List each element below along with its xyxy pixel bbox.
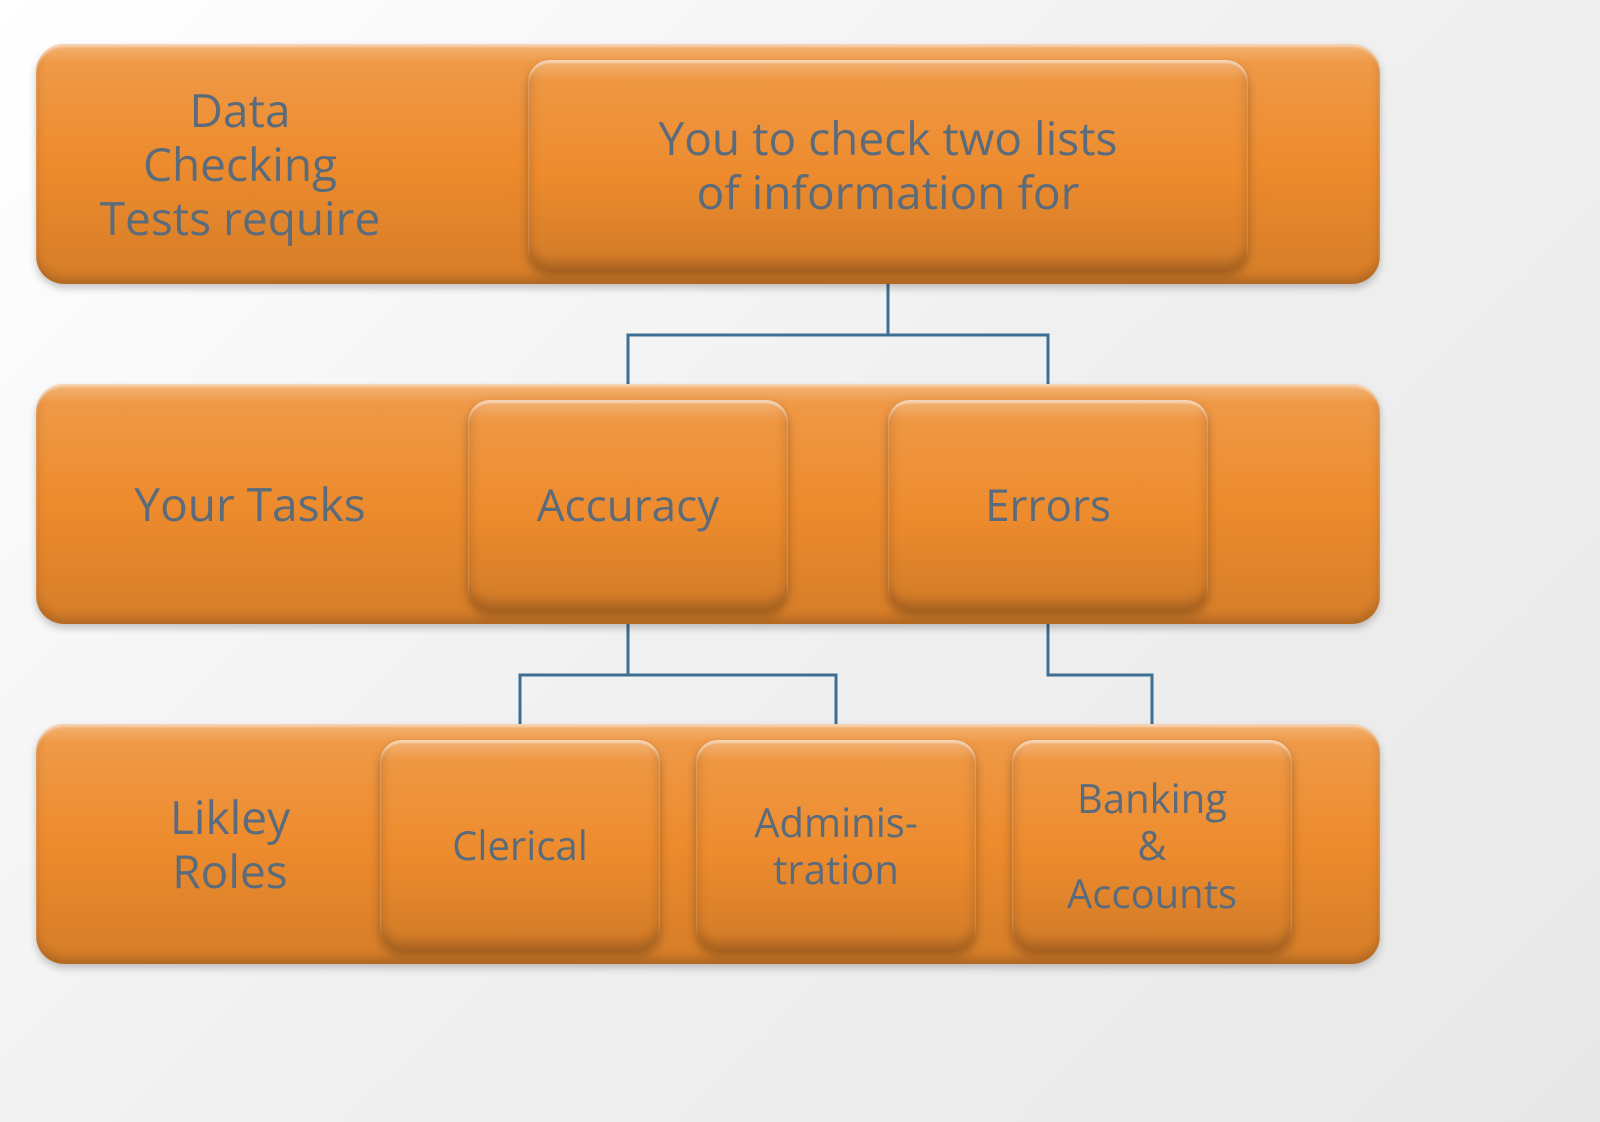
row-label-3-text: Likley Roles <box>170 790 290 899</box>
node-administration: Adminis- tration <box>696 740 976 950</box>
node-banking: Banking & Accounts <box>1012 740 1292 950</box>
node-top-text: You to check two lists of information fo… <box>659 111 1118 220</box>
flowchart-diagram: Data Checking Tests require Your Tasks L… <box>0 0 1600 1122</box>
node-administration-text: Adminis- tration <box>754 798 917 892</box>
row-label-2-text: Your Tasks <box>134 477 365 531</box>
node-errors-text: Errors <box>985 479 1111 531</box>
node-clerical-text: Clerical <box>452 821 588 868</box>
node-accuracy: Accuracy <box>468 400 788 610</box>
node-accuracy-text: Accuracy <box>537 479 720 531</box>
node-errors: Errors <box>888 400 1208 610</box>
node-banking-text: Banking & Accounts <box>1067 774 1237 916</box>
node-clerical: Clerical <box>380 740 660 950</box>
node-top: You to check two lists of information fo… <box>528 60 1248 270</box>
row-label-3: Likley Roles <box>100 724 360 964</box>
row-label-1: Data Checking Tests require <box>60 44 420 284</box>
row-label-2: Your Tasks <box>80 384 420 624</box>
row-label-1-text: Data Checking Tests require <box>100 83 381 246</box>
